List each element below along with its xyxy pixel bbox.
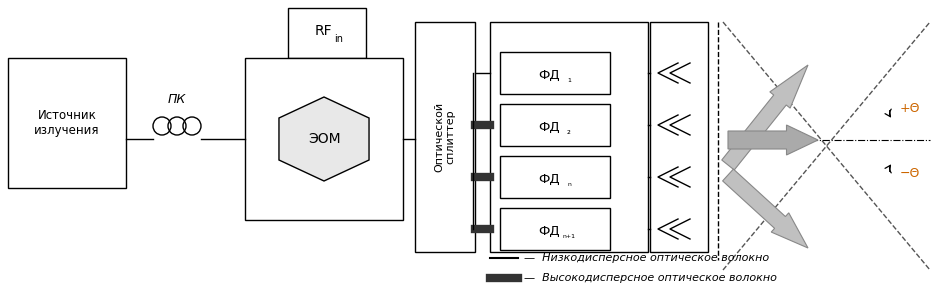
Bar [650, 22, 708, 252]
Text: −Θ: −Θ [900, 166, 920, 180]
Text: —  Высокодисперсное оптическое волокно: — Высокодисперсное оптическое волокно [524, 273, 777, 283]
Polygon shape [722, 65, 808, 170]
Text: +Θ: +Θ [900, 102, 921, 114]
Text: ЭОМ: ЭОМ [307, 132, 340, 146]
Text: ₙ₊₁: ₙ₊₁ [562, 230, 575, 240]
Bar [415, 22, 475, 252]
Bar [500, 208, 610, 250]
Text: —  Низкодисперсное оптическое волокно: — Низкодисперсное оптическое волокно [524, 253, 769, 263]
Text: Оптической
сплиттер: Оптической сплиттер [434, 102, 456, 172]
Bar [500, 52, 610, 94]
Text: ₁: ₁ [567, 74, 571, 84]
Text: RF: RF [314, 24, 332, 38]
Text: ФД: ФД [538, 121, 559, 133]
Bar [288, 8, 366, 58]
Text: ₂: ₂ [567, 126, 571, 136]
Text: ФД: ФД [538, 173, 559, 185]
Text: in: in [334, 34, 344, 44]
Polygon shape [279, 97, 369, 181]
Bar [500, 104, 610, 146]
Bar [245, 58, 403, 220]
Polygon shape [728, 125, 818, 155]
Text: Источник
излучения: Источник излучения [35, 109, 100, 137]
Bar [490, 22, 648, 252]
Text: ₙ: ₙ [567, 178, 571, 188]
Text: ФД: ФД [538, 225, 559, 237]
Text: ПК: ПК [168, 93, 186, 106]
Text: ФД: ФД [538, 69, 559, 81]
Polygon shape [723, 169, 808, 248]
Bar [8, 58, 126, 188]
Bar [500, 156, 610, 198]
